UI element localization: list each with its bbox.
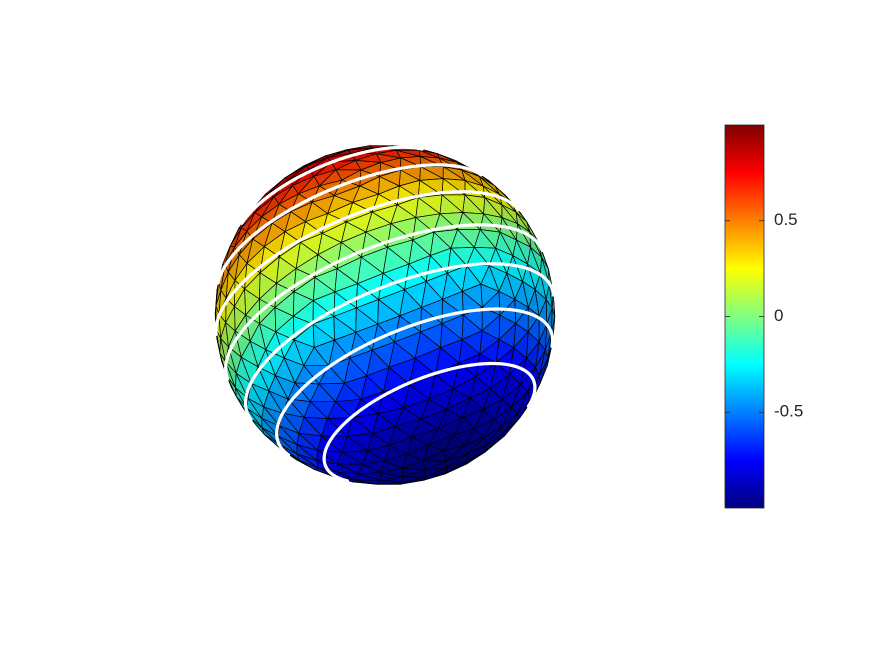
contour-line bbox=[214, 190, 521, 336]
colorbar-tick-label: 0.5 bbox=[774, 210, 798, 229]
contours bbox=[214, 145, 556, 483]
contour-line bbox=[244, 262, 556, 422]
colorbar-scale bbox=[724, 124, 765, 509]
contour-line bbox=[240, 145, 424, 225]
contour-line bbox=[275, 307, 555, 457]
contour-line bbox=[322, 361, 537, 483]
contour-line bbox=[224, 223, 544, 381]
colorbar-tick-label: 0 bbox=[774, 306, 783, 325]
colorbar: -0.5 0 0.5 bbox=[724, 124, 803, 509]
colorbar-tick-label: -0.5 bbox=[774, 402, 803, 421]
mesh-face bbox=[377, 299, 401, 325]
contour-line bbox=[216, 163, 483, 285]
